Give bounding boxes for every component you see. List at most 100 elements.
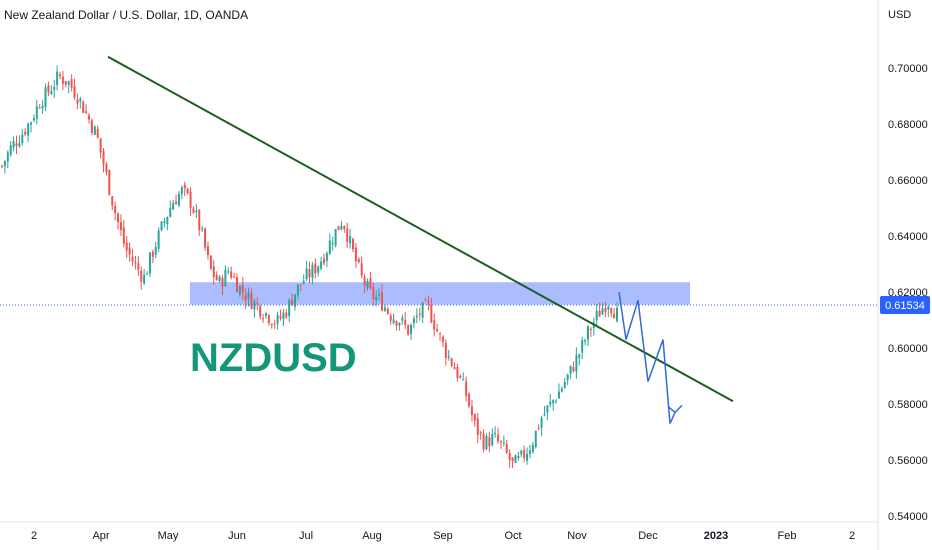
candle-body	[444, 342, 447, 358]
candle-body	[491, 434, 494, 446]
candle-body	[76, 99, 79, 104]
candle-body	[369, 278, 372, 289]
x-tick-label: Oct	[504, 530, 521, 542]
candle-body	[24, 131, 27, 135]
candle-body	[401, 317, 404, 321]
candle-body	[157, 230, 160, 249]
candle-body	[479, 432, 482, 434]
candle-body	[201, 228, 204, 230]
candle-body	[410, 325, 413, 334]
candle-body	[613, 313, 616, 319]
candle-body	[352, 238, 355, 250]
candle-body	[531, 444, 534, 452]
candle-body	[30, 122, 33, 125]
candle-body	[105, 163, 108, 173]
candle-body	[343, 226, 346, 229]
candle-body	[488, 437, 491, 447]
candle-body	[169, 207, 172, 217]
candle-body	[320, 261, 323, 269]
candle-body	[41, 105, 44, 109]
candle-body	[505, 443, 508, 453]
candle-body	[378, 293, 381, 296]
candle-body	[192, 208, 195, 213]
candle-body	[224, 269, 227, 287]
candle-body	[302, 280, 305, 284]
candle-body	[517, 455, 520, 459]
candle-body	[96, 128, 99, 138]
candle-body	[99, 138, 102, 153]
candle-body	[317, 266, 320, 273]
candle-body	[468, 393, 471, 407]
candle-body	[67, 81, 70, 85]
candle-body	[555, 400, 558, 402]
y-tick-label: 0.64000	[888, 231, 928, 243]
candle-body	[436, 329, 439, 332]
candle-body	[465, 381, 468, 397]
candle-body	[215, 274, 218, 281]
candle-body	[421, 302, 424, 318]
candle-body	[427, 301, 430, 303]
candle-body	[334, 229, 337, 246]
candle-body	[497, 434, 500, 442]
candle-body	[206, 246, 209, 256]
candle-body	[459, 375, 462, 378]
candle-body	[392, 319, 395, 323]
candle-body	[569, 365, 572, 374]
candle-body	[90, 120, 93, 133]
symbol-watermark: NZDUSD	[190, 336, 357, 380]
candle-body	[589, 328, 592, 330]
candle-body	[581, 340, 584, 353]
candle-body	[441, 336, 444, 342]
candle-body	[183, 184, 186, 189]
candle-body	[233, 276, 236, 278]
candle-body	[502, 442, 505, 444]
candle-body	[38, 107, 41, 109]
x-tick-label: Aug	[362, 530, 382, 542]
candle-body	[305, 268, 308, 280]
candle-body	[349, 236, 352, 244]
candle-body	[73, 86, 76, 98]
downtrend-line	[107, 55, 734, 403]
candle-body	[546, 405, 549, 413]
candle-body	[520, 450, 523, 455]
x-tick-label: Dec	[638, 530, 658, 542]
candle-body	[308, 269, 311, 278]
candle-body	[575, 355, 578, 372]
candle-body	[447, 356, 450, 358]
candle-body	[102, 150, 105, 165]
candle-body	[134, 262, 137, 264]
candle-body	[433, 320, 436, 330]
candle-body	[383, 307, 386, 311]
candle-body	[125, 242, 128, 251]
candle-body	[1, 165, 3, 167]
candle-body	[560, 388, 563, 392]
candle-body	[35, 106, 38, 119]
candle-body	[198, 210, 201, 230]
candle-body	[418, 313, 421, 315]
candle-body	[450, 358, 453, 366]
candle-body	[482, 434, 485, 450]
projection-path	[618, 291, 676, 424]
candle-body	[140, 270, 143, 282]
candle-body	[64, 81, 67, 85]
candle-body	[27, 123, 30, 136]
candle-body	[395, 321, 398, 326]
candle-body	[47, 85, 50, 93]
candle-body	[218, 277, 221, 281]
candle-body	[50, 91, 53, 94]
candle-body	[276, 314, 279, 324]
candle-body	[247, 292, 250, 300]
x-tick-label: 2023	[704, 530, 728, 542]
candle-body	[552, 400, 555, 404]
last-price-label: 0.61534	[885, 300, 925, 312]
candle-body	[473, 414, 476, 421]
x-tick-label: 2	[849, 530, 855, 542]
y-tick-label: 0.58000	[888, 399, 928, 411]
candle-body	[389, 315, 392, 321]
candle-body	[137, 263, 140, 270]
candle-body	[616, 307, 618, 321]
candle-body	[12, 140, 15, 148]
candle-body	[186, 188, 189, 194]
last-price-badge	[880, 296, 930, 315]
